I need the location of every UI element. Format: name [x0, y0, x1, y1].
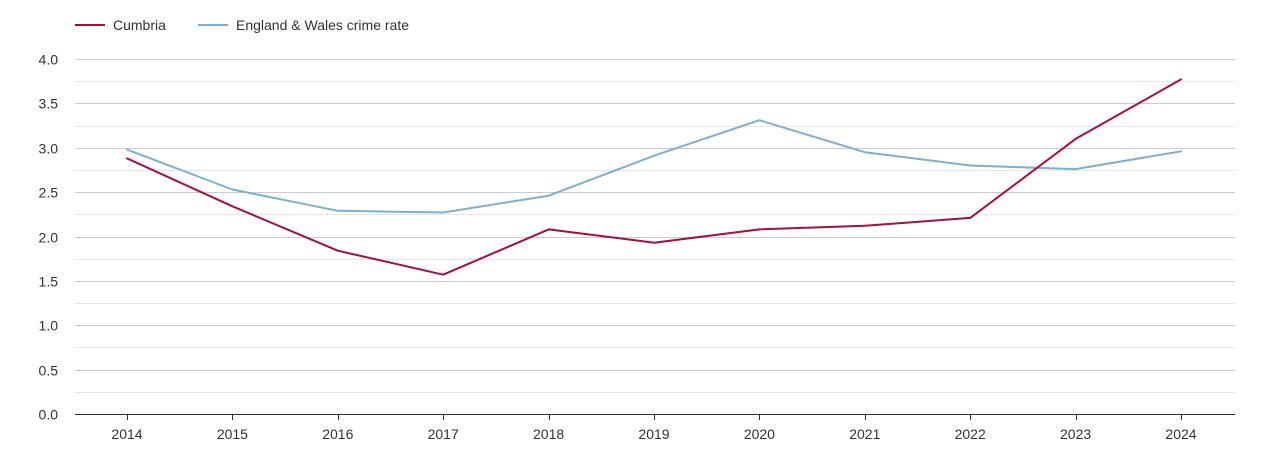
x-tick-label: 2020 [744, 426, 775, 442]
x-tick-label: 2019 [638, 426, 669, 442]
y-tick-label: 4.0 [39, 52, 59, 68]
series-lines [126, 78, 1182, 276]
y-tick-label: 3.5 [39, 96, 59, 112]
legend-label-cumbria: Cumbria [113, 17, 166, 33]
series-line-cumbria[interactable] [126, 78, 1182, 276]
x-tick-label: 2023 [1060, 426, 1091, 442]
y-tick-label: 0.0 [39, 407, 59, 423]
x-tick-label: 2016 [322, 426, 353, 442]
y-tick-label: 0.5 [39, 363, 59, 379]
x-tick-label: 2024 [1165, 426, 1196, 442]
y-tick-label: 1.5 [39, 274, 59, 290]
y-tick-label: 3.0 [39, 141, 59, 157]
y-tick-label: 2.0 [39, 230, 59, 246]
y-axis: 0.0 0.5 1.0 1.5 2.0 2.5 3.0 3.5 4.0 [39, 52, 59, 423]
y-tick-label: 1.0 [39, 318, 59, 334]
x-tick-label: 2017 [428, 426, 459, 442]
legend-item-england-wales[interactable]: England & Wales crime rate [198, 17, 409, 33]
legend-label-england-wales: England & Wales crime rate [236, 17, 409, 33]
series-line-england-wales-crime-rate[interactable] [126, 119, 1182, 214]
x-tick-label: 2015 [217, 426, 248, 442]
x-tick-label: 2022 [955, 426, 986, 442]
x-tick-label: 2014 [111, 426, 142, 442]
legend: Cumbria England & Wales crime rate [75, 17, 409, 33]
x-tick-label: 2021 [849, 426, 880, 442]
legend-item-cumbria[interactable]: Cumbria [75, 17, 166, 33]
x-axis: 2014 2015 2016 2017 2018 2019 2020 2021 2022 2023… [75, 414, 1235, 442]
gridlines [75, 59, 1235, 393]
x-tick-label: 2018 [533, 426, 564, 442]
y-tick-label: 2.5 [39, 185, 59, 201]
